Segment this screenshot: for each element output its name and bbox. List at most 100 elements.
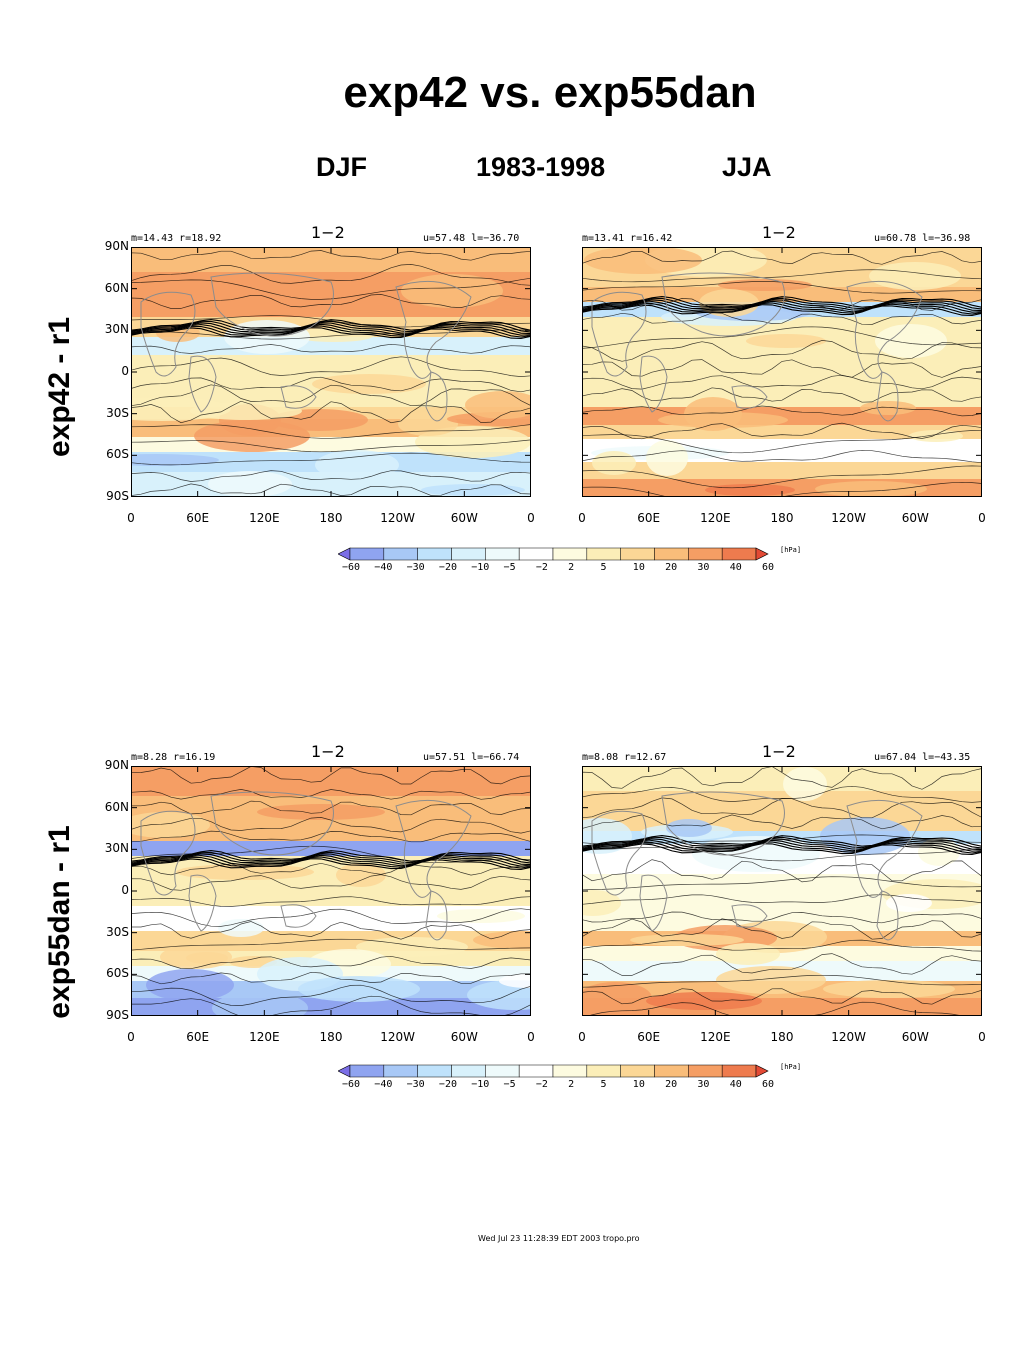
lon-label: 120W: [380, 1030, 416, 1044]
lon-label: 120W: [831, 511, 867, 525]
colorbar-tick: 60: [762, 562, 775, 573]
colorbar-swatch: [688, 1064, 723, 1078]
colorbar-swatch: [654, 547, 689, 561]
lat-label: 60S: [106, 966, 129, 981]
colorbar: [338, 1064, 769, 1078]
lat-label: 30S: [106, 405, 129, 420]
lon-label: 0: [527, 511, 535, 525]
colorbar-swatch: [417, 1064, 452, 1078]
colorbar-swatch: [654, 1064, 689, 1078]
colorbar-tick: −60: [342, 1079, 361, 1090]
row-label: exp42 - r1: [43, 316, 76, 458]
colorbar-swatch: [451, 547, 486, 561]
lat-label: 90N: [104, 758, 129, 772]
panel-title: 1−2: [762, 223, 796, 242]
colorbar-tick: 2: [568, 1079, 575, 1090]
panel-stats-right: u=57.48 l=−36.70: [423, 233, 520, 244]
lon-label: 120W: [831, 1030, 867, 1044]
panel-stats-left: m=8.28 r=16.19: [131, 752, 216, 763]
colorbar-tick: −30: [406, 1079, 425, 1090]
colorbar-swatch: [451, 1064, 486, 1078]
lat-label: 0: [121, 364, 129, 378]
colorbar-tick: −2: [535, 1079, 548, 1090]
colorbar-tick: 30: [697, 1079, 710, 1090]
colorbar-tick: −40: [374, 562, 393, 573]
colorbar-tick: 5: [600, 1079, 607, 1090]
colorbar-swatch: [721, 1064, 757, 1078]
colorbar-tick: 60: [762, 1079, 775, 1090]
lon-label: 0: [978, 511, 986, 525]
lon-label: 60E: [186, 1030, 210, 1044]
lon-label: 0: [578, 1030, 586, 1044]
lat-label: 0: [121, 883, 129, 897]
lon-label: 120E: [700, 1030, 731, 1044]
lat-label: 90S: [106, 1008, 129, 1022]
lon-label: 60E: [637, 1030, 661, 1044]
lon-label: 120E: [249, 511, 280, 525]
colorbar-unit: [hPa]: [780, 546, 802, 554]
panel-title: 1−2: [311, 742, 345, 761]
lon-label: 60W: [450, 511, 478, 525]
colorbar-swatch: [552, 547, 588, 561]
lat-label: 60S: [106, 447, 129, 462]
colorbar-swatch: [485, 547, 520, 561]
colorbar-swatch: [552, 1064, 588, 1078]
page-title: exp42 vs. exp55dan: [343, 68, 757, 117]
lon-label: 180: [770, 511, 794, 525]
anomaly-map: [582, 766, 982, 1016]
lon-label: 60W: [901, 511, 929, 525]
subtitle-years: 1983-1998: [476, 152, 606, 182]
colorbar-unit: [hPa]: [780, 1063, 802, 1071]
lat-label: 30S: [106, 924, 129, 939]
colorbar-swatch: [349, 547, 385, 561]
row-label: exp55dan - r1: [43, 825, 76, 1019]
colorbar-swatch: [688, 547, 723, 561]
lon-label: 60E: [186, 511, 210, 525]
lon-label: 0: [127, 511, 135, 525]
colorbar-tick: −60: [342, 562, 361, 573]
colorbar-swatch: [349, 1064, 385, 1078]
colorbar-tick: −20: [438, 1079, 457, 1090]
lon-label: 60W: [450, 1030, 478, 1044]
panel-stats-left: m=8.08 r=12.67: [582, 752, 667, 763]
footer-timestamp: Wed Jul 23 11:28:39 EDT 2003 tropo.pro: [478, 1234, 640, 1243]
colorbar-tick: 10: [632, 562, 645, 573]
lat-label: 60N: [104, 799, 129, 814]
colorbar-swatch: [620, 547, 655, 561]
colorbar-tick: 5: [600, 562, 607, 573]
colorbar-tick: 2: [568, 562, 575, 573]
colorbar-tick: 20: [665, 562, 678, 573]
colorbar-tick: 20: [665, 1079, 678, 1090]
lon-label: 120W: [380, 511, 416, 525]
colorbar-swatch: [383, 547, 418, 561]
colorbar-tick: −2: [535, 562, 548, 573]
lat-label: 30N: [104, 322, 129, 337]
lon-label: 0: [978, 1030, 986, 1044]
lon-label: 60E: [637, 511, 661, 525]
panel-stats-right: u=60.78 l=−36.98: [874, 233, 971, 244]
colorbar-tick: 40: [729, 562, 742, 573]
anomaly-map: [582, 247, 982, 497]
colorbar-swatch: [620, 1064, 655, 1078]
colorbar-swatch: [586, 1064, 621, 1078]
colorbar-tick: −20: [438, 562, 457, 573]
colorbar-tick: −5: [503, 562, 516, 573]
colorbar-tick: −40: [374, 1079, 393, 1090]
lon-label: 60W: [901, 1030, 929, 1044]
colorbar-tick: −10: [471, 1079, 490, 1090]
colorbar-swatch: [485, 1064, 520, 1078]
colorbar-tick: −10: [471, 562, 490, 573]
colorbar-tick: 40: [729, 1079, 742, 1090]
colorbar-tick: −5: [503, 1079, 516, 1090]
colorbar-swatch: [417, 547, 452, 561]
panel-stats-left: m=14.43 r=18.92: [131, 233, 222, 244]
lon-label: 180: [319, 1030, 343, 1044]
lon-label: 120E: [249, 1030, 280, 1044]
lon-label: 180: [319, 511, 343, 525]
lon-label: 180: [770, 1030, 794, 1044]
panel-title: 1−2: [311, 223, 345, 242]
anomaly-map: [131, 766, 531, 1016]
lon-label: 0: [127, 1030, 135, 1044]
colorbar-tick: 30: [697, 562, 710, 573]
colorbar-swatch: [586, 547, 621, 561]
